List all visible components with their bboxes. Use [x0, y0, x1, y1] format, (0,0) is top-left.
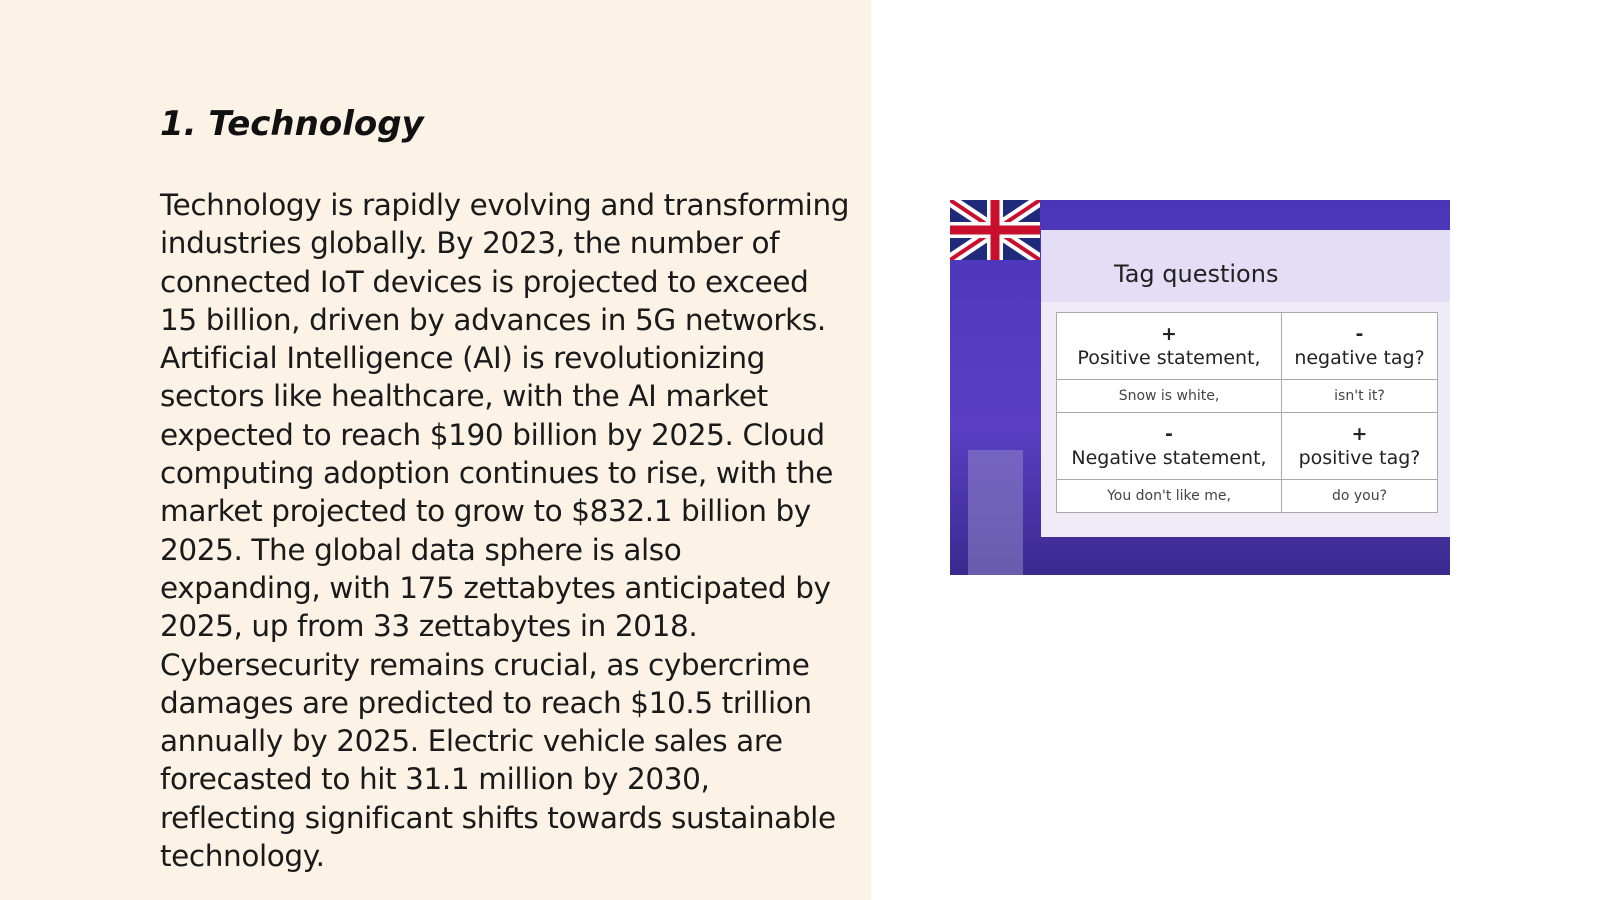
table-row: You don't like me, do you?	[1056, 479, 1438, 513]
cell: do you?	[1281, 479, 1438, 513]
sign: -	[1165, 423, 1173, 445]
table-row: + Positive statement, - negative tag?	[1056, 312, 1438, 380]
cell-text: Negative statement,	[1071, 447, 1267, 469]
sign: +	[1351, 423, 1368, 445]
flag-icon	[950, 200, 1040, 260]
cell-text: Positive statement,	[1077, 347, 1261, 369]
cell: + Positive statement,	[1056, 312, 1282, 380]
cell: Snow is white,	[1056, 379, 1282, 413]
table-row: Snow is white, isn't it?	[1056, 379, 1438, 413]
tag-table: + Positive statement, - negative tag? Snow…	[1056, 312, 1438, 513]
cell-text: positive tag?	[1298, 447, 1421, 469]
text-panel: 1. Technology Technology is rapidly evol…	[0, 0, 871, 900]
sign: -	[1355, 323, 1364, 345]
cell-text: negative tag?	[1294, 347, 1425, 369]
heading: 1. Technology	[160, 104, 424, 144]
tower-image	[968, 450, 1023, 575]
paragraph: Technology is rapidly evolving and trans…	[160, 188, 850, 874]
cell: You don't like me,	[1056, 479, 1282, 513]
cell: + positive tag?	[1281, 412, 1438, 480]
table-row: - Negative statement, + positive tag?	[1056, 412, 1438, 480]
cell: - negative tag?	[1281, 312, 1438, 380]
image-title: Tag questions	[1114, 260, 1279, 288]
cell: - Negative statement,	[1056, 412, 1282, 480]
card-header	[1041, 230, 1450, 302]
sign: +	[1161, 323, 1177, 345]
cell: isn't it?	[1281, 379, 1438, 413]
